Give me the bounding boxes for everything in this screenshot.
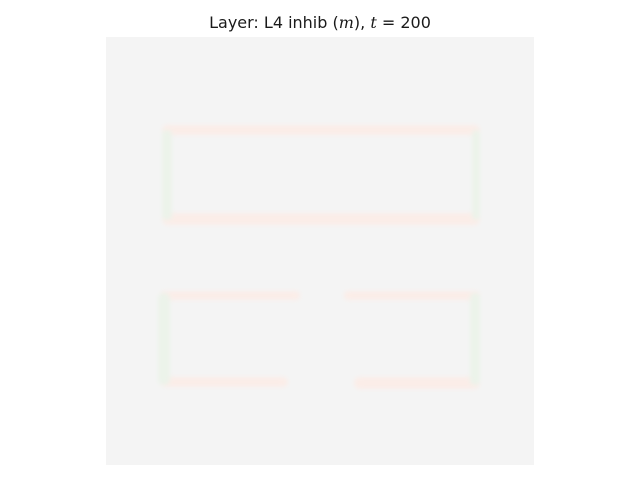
title-equals: =	[376, 13, 401, 32]
title-middle: ),	[353, 13, 371, 32]
lower-right-bottom-stroke	[354, 377, 480, 389]
lower-left-vertical-stroke	[158, 293, 170, 385]
lower-left-bottom-stroke	[160, 377, 288, 387]
upper-rect-right-stroke	[472, 130, 480, 220]
title-prefix: Layer: L4 inhib (	[209, 13, 339, 32]
upper-rect-left-stroke	[162, 130, 172, 220]
upper-rect-bottom-stroke	[162, 213, 480, 225]
title-variable: m	[338, 13, 354, 32]
title-time-value: 200	[400, 13, 431, 32]
lower-left-top-stroke	[160, 291, 300, 300]
title-time-symbol: t	[370, 13, 377, 32]
upper-rect-top-stroke	[162, 125, 480, 135]
activity-map	[106, 37, 534, 465]
map-background	[106, 37, 534, 465]
activity-map-svg	[106, 37, 534, 465]
lower-right-vertical-stroke	[470, 293, 480, 385]
figure-title: Layer: L4 inhib (m), t = 200	[0, 13, 640, 32]
lower-right-top-stroke	[344, 291, 480, 300]
